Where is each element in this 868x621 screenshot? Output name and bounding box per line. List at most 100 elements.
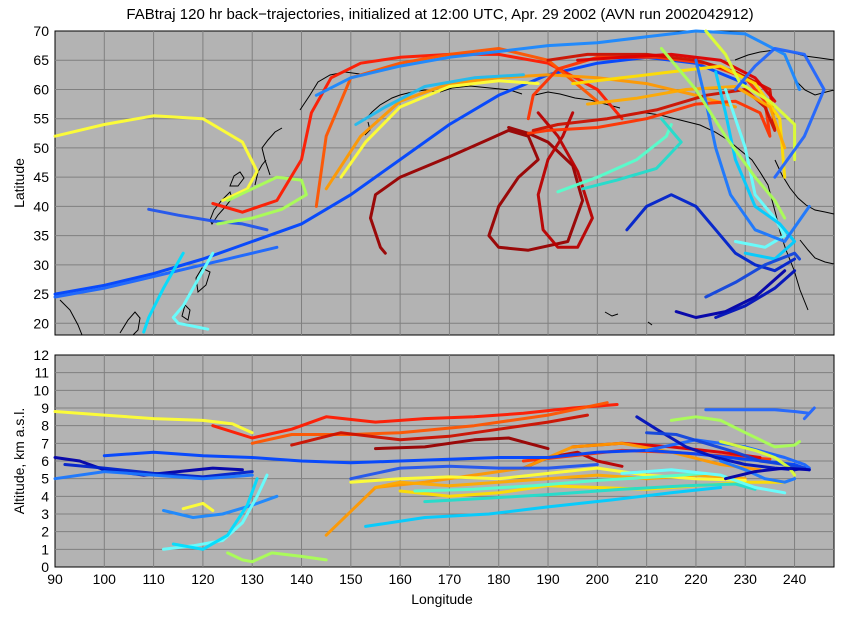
altitude-trajectory-30 <box>669 415 801 449</box>
x-tick-label: 100 <box>93 571 117 587</box>
map-y-tick-label: 55 <box>33 111 49 127</box>
altitude-y-tick-label: 1 <box>41 541 49 557</box>
map-trajectory-27 <box>625 193 797 273</box>
altitude-trajectory-8 <box>181 501 215 512</box>
altitude-trajectory-26 <box>645 438 811 470</box>
map-trajectory-1 <box>53 55 747 296</box>
map-trajectory-21 <box>581 117 683 191</box>
map-y-tick-label: 40 <box>33 198 49 214</box>
x-tick-label: 240 <box>783 571 807 587</box>
altitude-y-axis-label: Altitude, km a.s.l. <box>11 408 27 515</box>
x-tick-label: 120 <box>191 571 215 587</box>
x-tick-label: 200 <box>586 571 610 587</box>
map-trajectory-30 <box>704 251 801 299</box>
altitude-trajectory-10 <box>250 401 609 445</box>
altitude-trajectory-20 <box>413 471 708 493</box>
map-trajectory-14 <box>536 111 594 249</box>
map-trajectory-25 <box>659 47 787 220</box>
x-axis-label: Longitude <box>411 591 473 607</box>
x-tick-label: 150 <box>339 571 363 587</box>
map-trajectory-31 <box>733 47 826 179</box>
altitude-trajectory-21 <box>423 482 757 504</box>
map-y-tick-label: 65 <box>33 52 49 68</box>
altitude-trajectory-12 <box>374 436 550 451</box>
x-tick-label: 140 <box>290 571 314 587</box>
altitude-trajectory-7 <box>226 551 328 564</box>
map-trajectory-26 <box>704 29 797 162</box>
x-tick-label: 190 <box>536 571 560 587</box>
altitude-y-tick-label: 7 <box>41 435 49 451</box>
map-trajectory-10 <box>314 29 801 97</box>
x-tick-label: 160 <box>388 571 412 587</box>
x-tick-label: 110 <box>142 571 165 587</box>
map-trajectory-19 <box>586 85 787 150</box>
x-tick-label: 210 <box>635 571 659 587</box>
map-trajectory-29 <box>714 269 797 319</box>
chart-title: FABtraj 120 hr back−trajectories, initia… <box>126 6 753 23</box>
altitude-trajectory-24 <box>102 448 811 472</box>
altitude-trajectory-22 <box>364 486 723 528</box>
altitude-y-tick-label: 6 <box>41 453 49 469</box>
altitude-y-tick-label: 3 <box>41 506 49 522</box>
x-tick-label: 180 <box>487 571 511 587</box>
map-trajectory-2 <box>53 245 279 299</box>
altitude-y-tick-label: 2 <box>41 524 49 540</box>
altitude-trajectory-33 <box>724 466 811 481</box>
map-y-tick-label: 20 <box>33 315 49 331</box>
altitude-trajectory-6 <box>171 477 259 551</box>
map-y-tick-label: 60 <box>33 81 49 97</box>
map-trajectory-4 <box>171 251 215 331</box>
map-y-tick-label: 70 <box>33 23 49 39</box>
altitude-trajectory-32 <box>719 459 797 484</box>
altitude-y-tick-label: 4 <box>41 488 49 504</box>
altitude-trajectory-0 <box>53 410 254 435</box>
map-trajectory-3 <box>147 207 269 232</box>
altitude-trajectory-11 <box>290 413 589 447</box>
map-trajectory-22 <box>724 88 787 249</box>
altitude-y-tick-label: 11 <box>34 365 49 381</box>
map-trajectory-23 <box>714 70 797 261</box>
map-trajectory-13 <box>369 126 585 255</box>
altitude-y-tick-label: 0 <box>41 559 49 575</box>
map-trajectory-5 <box>142 251 185 334</box>
map-y-tick-label: 35 <box>33 228 49 244</box>
x-tick-label: 220 <box>684 571 708 587</box>
map-trajectory-15 <box>526 55 772 138</box>
altitude-trajectory-9 <box>211 403 619 440</box>
map-trajectory-24 <box>694 58 811 243</box>
map-y-tick-label: 25 <box>33 286 49 302</box>
map-trajectory-11 <box>354 73 525 126</box>
map-y-tick-label: 45 <box>33 169 49 185</box>
altitude-trajectory-27 <box>704 406 816 421</box>
map-trajectory-6 <box>216 175 308 226</box>
map-trajectories <box>53 29 826 334</box>
map-trajectory-20 <box>556 123 673 194</box>
altitude-trajectory-3 <box>53 470 254 481</box>
altitude-y-tick-label: 12 <box>33 347 49 363</box>
altitude-trajectories <box>53 401 816 564</box>
altitude-trajectory-4 <box>162 494 279 519</box>
map-trajectory-8 <box>314 47 599 208</box>
altitude-trajectory-19 <box>349 466 747 484</box>
x-tick-label: 90 <box>47 571 63 587</box>
altitude-trajectory-25 <box>349 463 599 481</box>
altitude-y-tick-label: 5 <box>41 471 49 487</box>
altitude-trajectory-23 <box>620 468 787 495</box>
x-tick-label: 130 <box>241 571 265 587</box>
map-trajectory-18 <box>571 64 787 179</box>
map-y-tick-label: 50 <box>33 140 49 156</box>
x-tick-label: 230 <box>734 571 758 587</box>
altitude-y-tick-label: 8 <box>41 418 49 434</box>
map-trajectory-17 <box>576 52 777 103</box>
altitude-y-tick-label: 9 <box>41 400 49 416</box>
map-trajectory-12 <box>339 79 540 179</box>
map-trajectory-7 <box>211 52 624 214</box>
map-trajectory-0 <box>53 114 259 202</box>
map-y-tick-label: 30 <box>33 257 49 273</box>
altitude-trajectory-31 <box>719 440 797 477</box>
map-y-axis-label: Latitude <box>11 158 27 208</box>
altitude-y-tick-label: 10 <box>33 382 49 398</box>
map-panel: 20 25 30 35 40 45 50 55 60 65 70 Latitude <box>11 23 835 336</box>
